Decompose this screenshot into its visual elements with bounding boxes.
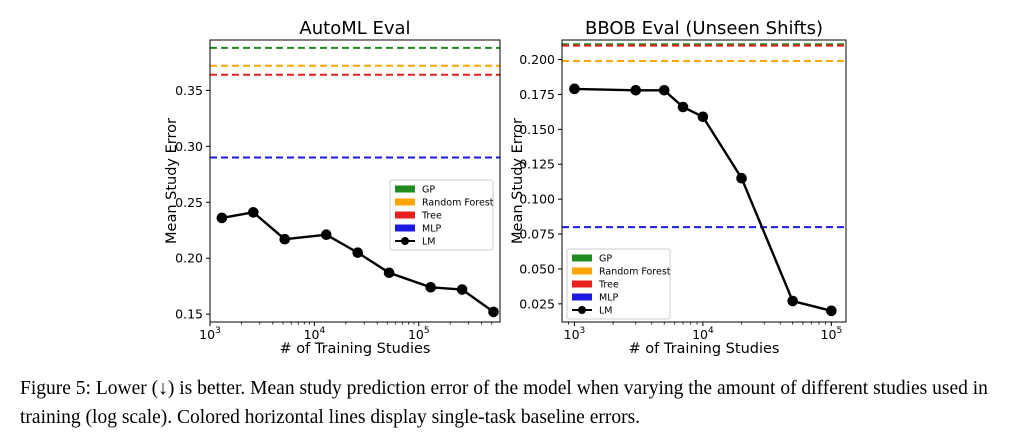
data-point	[787, 295, 798, 307]
x-tick-label: 105	[821, 326, 843, 342]
legend-swatch-random-forest	[395, 198, 415, 206]
x-tick-label: 103	[199, 326, 221, 342]
data-point	[248, 207, 259, 218]
data-point	[425, 282, 436, 293]
legend-label: LM	[422, 237, 436, 248]
legend-swatch-random-forest	[572, 267, 592, 275]
caption-text: Lower (↓) is better. Mean study predicti…	[20, 378, 993, 428]
legend-label: MLP	[599, 293, 618, 304]
y-tick-label: 0.050	[519, 261, 555, 276]
x-axis-label: # of Training Studies	[280, 341, 431, 357]
y-tick-label: 0.200	[519, 52, 555, 67]
y-tick-label: 0.25	[175, 195, 203, 210]
y-tick-label: 0.35	[175, 83, 203, 98]
legend: GP Random Forest Tree MLP LM	[566, 248, 671, 320]
legend-marker-lm	[401, 237, 409, 245]
chart-2: BBOB Eval (Unseen Shifts) 0.025 0.050 0.075…	[510, 18, 847, 357]
legend-swatch-gp	[572, 254, 592, 262]
legend-label: GP	[422, 185, 435, 196]
legend-box	[566, 248, 671, 320]
legend-swatch-mlp	[572, 293, 592, 301]
legend-label: GP	[599, 254, 612, 265]
data-point	[697, 111, 709, 123]
chart-title: AutoML Eval	[299, 18, 410, 39]
x-axis-label: # of Training Studies	[629, 341, 780, 357]
figure-caption: Figure 5: Lower (↓) is better. Mean stud…	[20, 374, 1010, 432]
data-point	[352, 247, 364, 258]
data-point	[488, 306, 499, 318]
y-tick-label: 0.100	[519, 192, 555, 207]
data-point	[826, 305, 837, 317]
x-tick-label: 103	[564, 326, 586, 342]
chart-1: AutoML Eval 0.15 0.20 0.25 0.30 0.35 103 104 105…	[164, 18, 501, 357]
legend-marker-lm	[578, 306, 586, 314]
legend-label: Tree	[598, 280, 619, 291]
y-tick-label: 0.025	[519, 296, 555, 311]
chart-title: BBOB Eval (Unseen Shifts)	[585, 18, 823, 39]
legend-label: Tree	[421, 211, 442, 222]
legend-label: Random Forest	[599, 267, 671, 278]
y-axis-label: Mean Study Error	[164, 118, 180, 244]
legend-label: Random Forest	[422, 198, 494, 209]
legend-swatch-tree	[572, 280, 592, 288]
y-tick-label: 0.150	[519, 122, 555, 137]
legend-label: MLP	[422, 224, 441, 235]
plot-frame	[209, 39, 501, 323]
data-point	[279, 233, 291, 245]
x-tick-label: 104	[692, 326, 714, 342]
y-tick-label: 0.30	[175, 139, 203, 154]
data-point	[677, 101, 689, 113]
x-tick-label: 104	[304, 326, 326, 342]
y-tick-label: 0.075	[519, 227, 555, 242]
legend-label: LM	[599, 306, 613, 317]
legend-swatch-mlp	[395, 224, 415, 232]
y-axis-label: Mean Study Error	[510, 118, 526, 244]
data-point	[320, 229, 332, 241]
data-point	[383, 267, 395, 279]
data-point	[736, 172, 747, 184]
legend-box	[389, 179, 494, 251]
figure: AutoML Eval 0.15 0.20 0.25 0.30 0.35 103 104 105…	[164, 18, 847, 357]
data-point	[630, 84, 642, 96]
legend-swatch-gp	[395, 185, 415, 193]
legend: GP Random Forest Tree MLP LM	[389, 179, 494, 251]
y-tick-label: 0.20	[175, 251, 203, 266]
x-tick-label: 105	[408, 326, 430, 342]
data-point	[456, 284, 468, 295]
caption-label: Figure 5:	[20, 378, 96, 399]
y-tick-label: 0.125	[519, 157, 555, 172]
plot-frame	[561, 39, 847, 323]
data-point	[216, 212, 228, 224]
y-tick-label: 0.175	[519, 87, 555, 102]
data-point	[569, 83, 580, 95]
data-point	[658, 84, 670, 96]
y-tick-label: 0.15	[175, 307, 203, 322]
legend-swatch-tree	[395, 211, 415, 219]
